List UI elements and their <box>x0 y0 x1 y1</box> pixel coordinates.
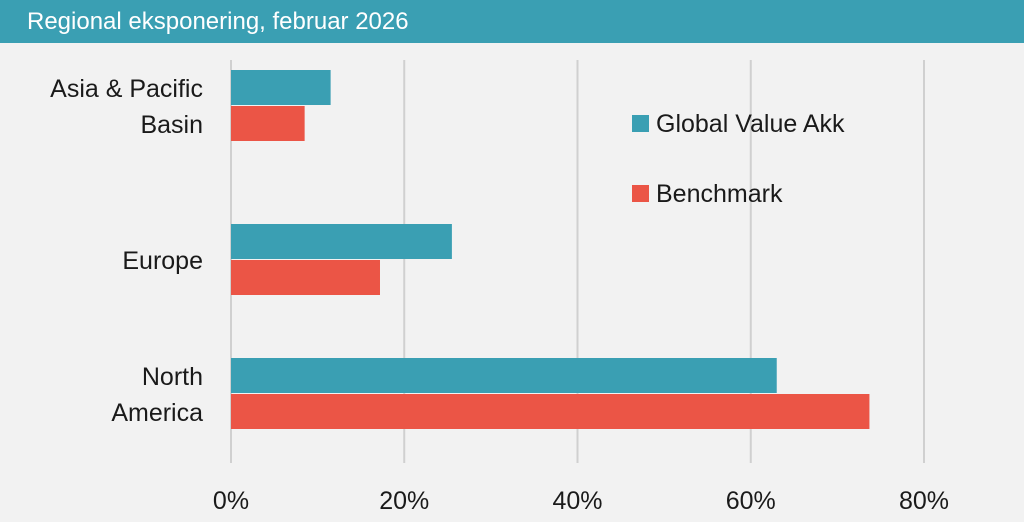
legend-label-global-value-akk: Global Value Akk <box>656 110 845 138</box>
bar-benchmark-2 <box>231 394 870 429</box>
legend-swatch-benchmark <box>632 185 649 202</box>
x-tick-label-40: 40% <box>552 487 602 515</box>
x-tick-label-80: 80% <box>899 487 949 515</box>
x-tick-label-60: 60% <box>726 487 776 515</box>
legend-label-benchmark: Benchmark <box>656 180 783 208</box>
chart-title: Regional eksponering, februar 2026 <box>27 8 409 35</box>
bar-global-value-akk-0 <box>231 70 331 105</box>
bar-benchmark-0 <box>231 106 305 141</box>
category-label-2: North America <box>111 363 203 427</box>
x-tick-label-0: 0% <box>213 487 249 515</box>
title-bar: Regional eksponering, februar 2026 <box>0 0 1024 43</box>
category-label-0: Asia & Pacific Basin <box>50 75 203 139</box>
bar-global-value-akk-2 <box>231 358 777 393</box>
category-label-1: Europe <box>122 247 203 275</box>
x-tick-label-20: 20% <box>379 487 429 515</box>
legend-swatch-global-value-akk <box>632 115 649 132</box>
bar-chart: 0% 20% 40% 60% 80% Asia & Pacific Basin Europe N… <box>50 60 949 515</box>
bar-global-value-akk-1 <box>231 224 452 259</box>
bar-benchmark-1 <box>231 260 380 295</box>
